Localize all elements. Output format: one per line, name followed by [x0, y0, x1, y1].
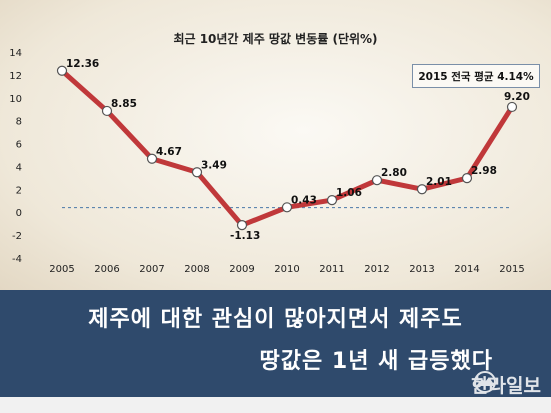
data-label: 4.67	[156, 146, 182, 158]
national-average-annotation: 2015 전국 평균 4.14%	[412, 64, 540, 88]
y-tick-label: 6	[16, 140, 22, 151]
data-point	[461, 173, 473, 184]
y-tick-label: -2	[12, 231, 22, 242]
x-tick-label: 2012	[364, 264, 389, 275]
y-tick-label: -4	[12, 254, 22, 265]
y-tick-label: 2	[16, 185, 22, 196]
data-point	[416, 184, 428, 195]
x-tick-label: 2006	[94, 264, 119, 275]
data-point	[191, 167, 203, 178]
data-point	[506, 101, 518, 113]
data-point	[326, 194, 338, 206]
data-point	[56, 65, 68, 76]
data-point	[281, 202, 293, 213]
footer-strip	[0, 397, 551, 413]
data-label: 12.36	[66, 58, 99, 70]
x-tick-label: 2009	[229, 264, 254, 275]
y-tick-label: 0	[16, 208, 22, 219]
logo-mountain-icon	[474, 371, 497, 393]
x-tick-label: 2015	[499, 264, 524, 275]
headline-banner	[0, 290, 551, 397]
x-tick-label: 2008	[184, 264, 209, 275]
data-label: 9.20	[504, 91, 530, 103]
x-tick-label: 2005	[49, 264, 74, 275]
data-label: 2.98	[471, 165, 497, 177]
x-tick-label: 2010	[274, 264, 299, 275]
series-line	[59, 68, 515, 228]
y-tick-label: 10	[9, 94, 22, 105]
headline-line-2: 땅값은 1년 새 급등했다	[259, 349, 493, 374]
y-tick-label: 12	[9, 71, 22, 82]
headline-line-1: 제주에 대한 관심이 많아지면서 제주도	[88, 307, 463, 332]
x-tick-label: 2014	[454, 264, 479, 275]
data-point	[101, 105, 113, 117]
chart-title: 최근 10년간 제주 땅값 변동률 (단위%)	[173, 32, 378, 46]
data-label: -1.13	[230, 230, 260, 242]
data-point	[371, 175, 383, 186]
y-tick-label: 4	[16, 162, 22, 173]
y-tick-label: 14	[9, 48, 22, 59]
data-label: 2.80	[381, 167, 407, 179]
data-point	[146, 153, 158, 164]
x-tick-label: 2007	[139, 264, 164, 275]
chart-area	[0, 0, 551, 290]
data-label: 1.06	[336, 187, 362, 199]
data-label: 3.49	[201, 159, 227, 171]
y-tick-label: 8	[16, 117, 22, 128]
data-label: 2.01	[426, 176, 452, 188]
data-point	[236, 220, 248, 231]
x-tick-label: 2013	[409, 264, 434, 275]
line-chart: 14 12 10 8 6 4 2 0 -2 -4 2005 2006 2007 2008 2009 2010 2…	[9, 48, 530, 275]
data-label: 0.43	[291, 194, 317, 206]
data-label: 8.85	[111, 98, 137, 110]
newspaper-logo: 한라일보	[471, 371, 541, 398]
x-tick-label: 2011	[319, 264, 344, 275]
